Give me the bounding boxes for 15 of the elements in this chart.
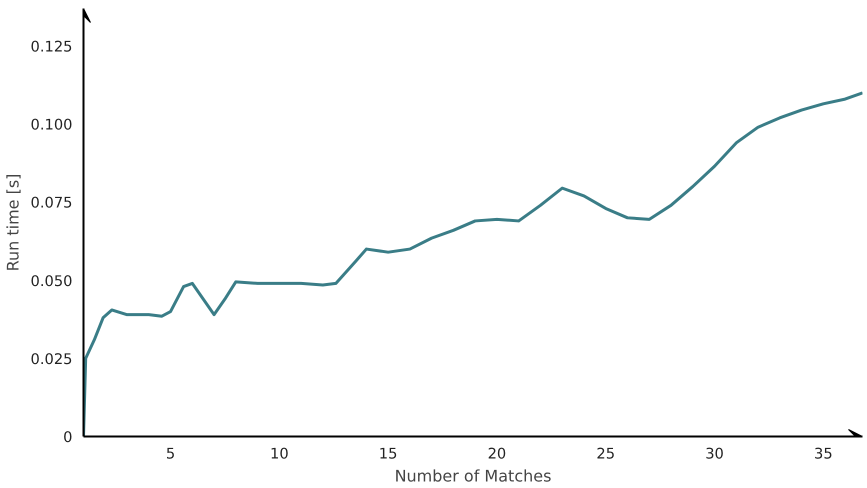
y-tick-label: 0.125 — [30, 38, 73, 56]
x-tick-label: 30 — [705, 446, 724, 462]
y-axis-title: Run time [s] — [4, 174, 23, 272]
y-tick-label: 0 — [63, 429, 73, 446]
x-tick-label: 15 — [378, 446, 398, 462]
x-tick-label: 25 — [596, 446, 616, 462]
y-tick-label: 0.100 — [30, 116, 73, 134]
y-tick-label: 0.025 — [30, 350, 73, 368]
x-tick-label: 5 — [166, 446, 176, 462]
x-tick-label: 20 — [488, 446, 506, 462]
x-tick-label: 10 — [270, 446, 289, 462]
y-tick-label: 0.075 — [30, 194, 73, 212]
y-tick-label: 0.050 — [30, 272, 73, 290]
x-tick-label: 35 — [814, 446, 833, 462]
x-axis-title: Number of Matches — [394, 466, 552, 486]
